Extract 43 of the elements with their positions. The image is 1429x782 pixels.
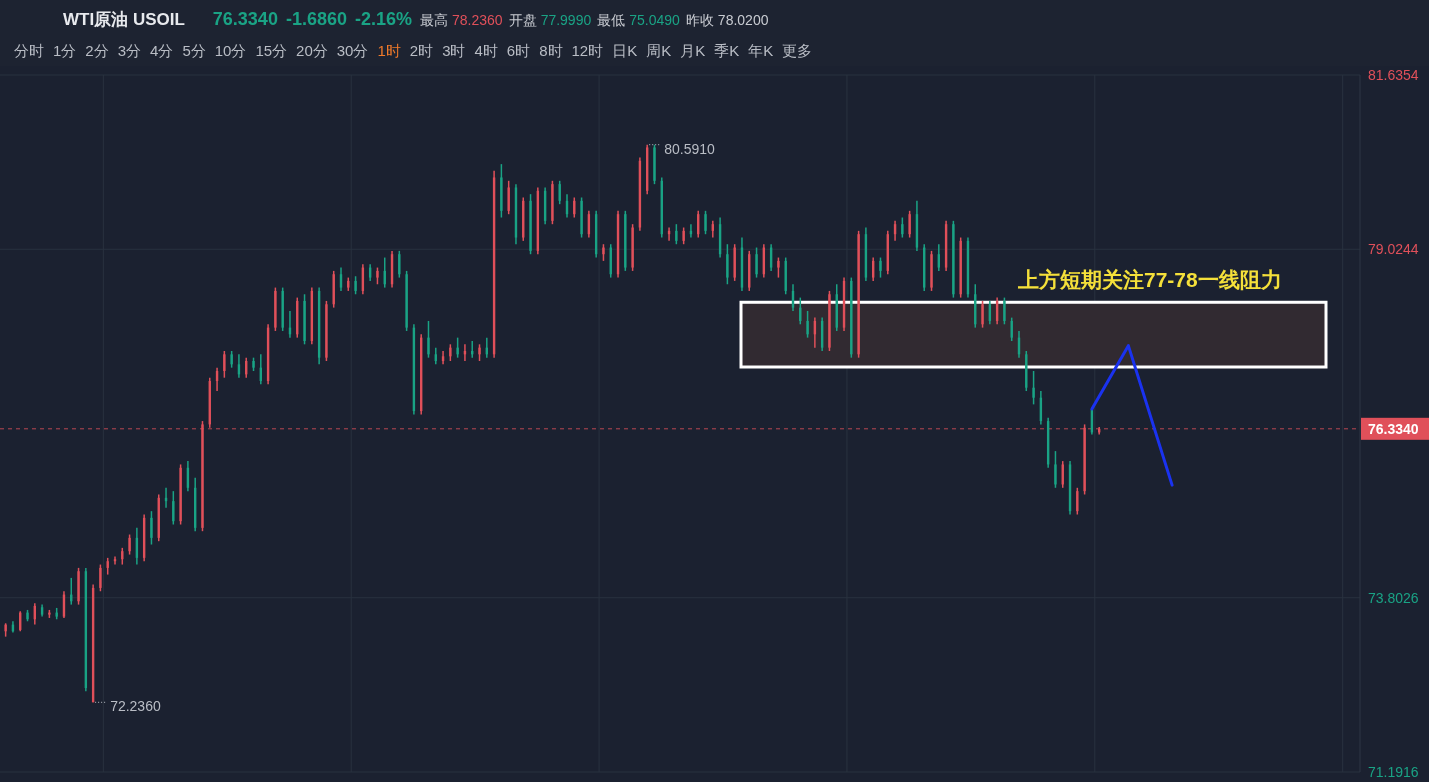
text: -1.6860 <box>285 9 347 29</box>
text: 2分 <box>85 42 109 59</box>
text: 3分 <box>117 42 142 59</box>
text: 昨收 <box>685 12 714 28</box>
text: 1分 <box>53 42 77 59</box>
text: 10分 <box>214 42 247 59</box>
text: 4时 <box>474 42 498 59</box>
text: 3时 <box>442 42 466 59</box>
annotation: 72.2360 <box>110 698 161 715</box>
text: 20分 <box>296 42 328 59</box>
text: 12时 <box>571 42 604 59</box>
text: 更多 <box>782 42 813 59</box>
ref-line-label: 76.3340 <box>1368 420 1419 437</box>
y-tick-label: 71.1916 <box>1368 764 1419 780</box>
text: 76.3340 <box>212 9 278 29</box>
y-tick-label: 81.6354 <box>1368 67 1419 83</box>
text: 5分 <box>182 42 206 59</box>
text: -2.16% <box>354 9 413 29</box>
y-tick-label: 79.0244 <box>1368 241 1419 258</box>
annotation: 上方短期关注77-78一线阻力 <box>1017 268 1282 292</box>
text: 日K <box>612 42 638 59</box>
text: 30分 <box>336 42 369 59</box>
text: 6时 <box>506 42 531 59</box>
text: 4分 <box>150 42 174 59</box>
text: 季K <box>714 42 740 59</box>
text: 年K <box>748 42 774 59</box>
text: 78.0200 <box>717 12 769 28</box>
annotation: 80.5910 <box>664 140 716 157</box>
y-tick-label: 73.8026 <box>1368 589 1419 606</box>
text: 78.2360 <box>452 12 503 28</box>
text: 周K <box>646 42 672 59</box>
text: 15分 <box>255 42 288 59</box>
text: 2时 <box>409 42 434 59</box>
text: 开盘 <box>508 12 537 28</box>
text: 最低 <box>597 12 626 28</box>
text: 最高 <box>420 12 449 28</box>
chart-title: WTI原油 USOIL <box>63 10 185 29</box>
text: 75.0490 <box>629 12 681 28</box>
text: 分时 <box>14 42 44 59</box>
text: 1时 <box>377 42 401 59</box>
text: 月K <box>680 42 706 59</box>
text: 8时 <box>539 42 563 59</box>
text: 77.9990 <box>540 12 592 28</box>
